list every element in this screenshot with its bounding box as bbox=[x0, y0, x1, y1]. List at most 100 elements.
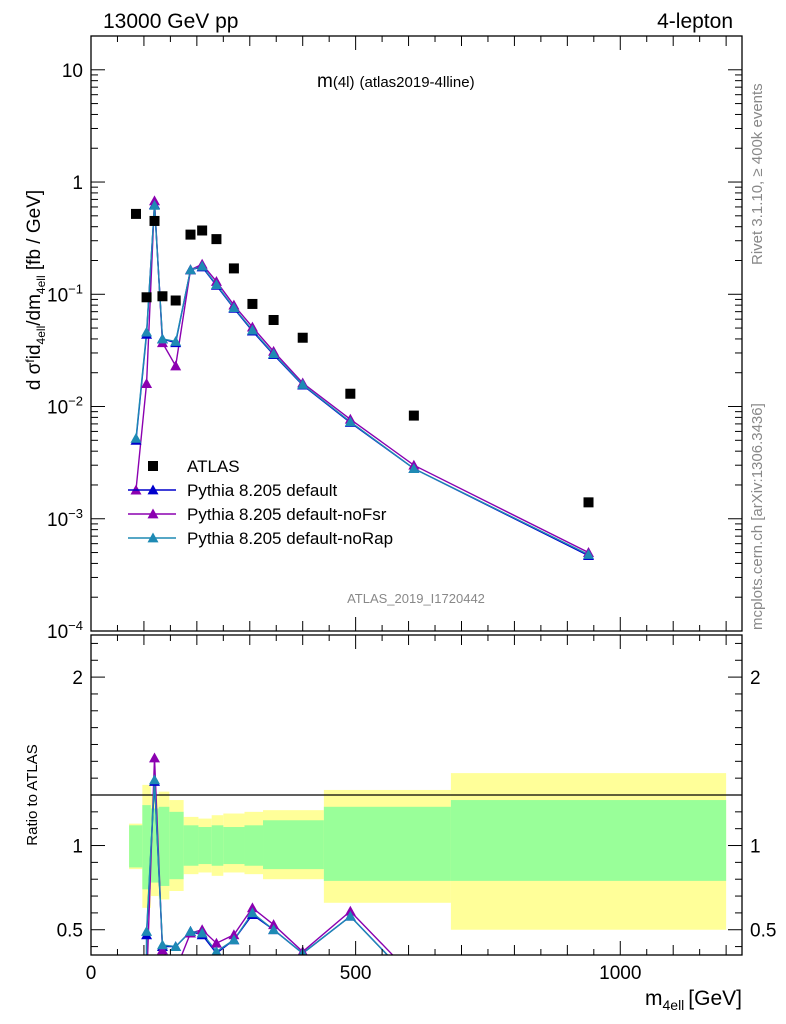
series-marker bbox=[149, 199, 161, 210]
x-tick-label: 500 bbox=[340, 963, 372, 984]
x-tick-label: 0 bbox=[86, 963, 97, 984]
legend-marker bbox=[147, 508, 159, 519]
data-point bbox=[268, 314, 279, 325]
data-point bbox=[141, 292, 152, 303]
series-line bbox=[135, 205, 589, 556]
ratio-series-marker bbox=[246, 902, 258, 913]
ratio-band-inner bbox=[223, 827, 245, 865]
y-tick-label: 10−2 bbox=[47, 394, 83, 419]
legend-label: ATLAS bbox=[187, 457, 240, 476]
ratio-band-inner bbox=[450, 800, 727, 881]
ratio-series-marker bbox=[344, 905, 356, 916]
ratio-band-inner bbox=[183, 825, 199, 866]
y-tick-label: 10−4 bbox=[47, 618, 83, 643]
ratio-series-marker bbox=[141, 925, 153, 936]
y-tick-label: 10−1 bbox=[47, 281, 83, 306]
data-point bbox=[149, 215, 160, 226]
series-marker bbox=[228, 302, 240, 313]
ratio-series-marker bbox=[246, 907, 258, 918]
x-axis-label: m4ell [GeV] bbox=[645, 987, 742, 1013]
series-marker bbox=[156, 333, 168, 344]
legend-label: Pythia 8.205 default bbox=[187, 481, 338, 500]
series-marker bbox=[408, 463, 420, 473]
ratio-series-marker bbox=[211, 946, 222, 955]
ratio-band-inner bbox=[198, 827, 212, 865]
ratio-band-inner bbox=[142, 805, 151, 890]
series-marker bbox=[344, 416, 356, 427]
ratio-y-tick-label-right: 2 bbox=[750, 668, 761, 689]
data-point bbox=[130, 208, 141, 219]
ratio-series-marker bbox=[228, 929, 240, 940]
ratio-y-tick-label-right: 0.5 bbox=[750, 921, 776, 942]
ratio-band-inner bbox=[263, 820, 324, 870]
series-marker bbox=[297, 379, 309, 389]
ratio-series-marker bbox=[149, 752, 161, 763]
ratio-series-marker bbox=[268, 924, 280, 935]
legend: ATLAS Pythia 8.205 default Pythia 8.205 de… bbox=[128, 457, 393, 548]
ratio-band-inner bbox=[323, 806, 451, 881]
ratio-series-marker bbox=[170, 965, 181, 975]
series-marker bbox=[268, 348, 280, 359]
ratio-series-marker bbox=[149, 774, 161, 785]
header-right: 4-lepton bbox=[657, 10, 733, 33]
ratio-band-inner bbox=[211, 825, 224, 866]
ratio-y-tick-label: 0.5 bbox=[57, 921, 83, 942]
ratio-uncertainty-bands bbox=[129, 773, 727, 930]
series-marker bbox=[246, 324, 258, 335]
data-point bbox=[297, 332, 308, 343]
series-marker bbox=[583, 549, 595, 559]
ratio-band-inner bbox=[158, 806, 170, 886]
series-marker bbox=[196, 260, 208, 271]
data-point bbox=[228, 263, 239, 274]
ratio-series-marker bbox=[268, 919, 280, 930]
series-marker bbox=[141, 326, 153, 337]
series-line bbox=[135, 204, 589, 557]
x-tick-label: 1000 bbox=[599, 963, 641, 984]
main-frame bbox=[90, 35, 743, 632]
analysis-watermark: ATLAS_2019_I1720442 bbox=[347, 591, 485, 606]
header-left: 13000 GeV pp bbox=[103, 10, 238, 33]
ratio-series-marker bbox=[196, 927, 208, 938]
legend-marker bbox=[148, 461, 158, 471]
data-point bbox=[345, 388, 356, 399]
main-plot-series bbox=[130, 195, 595, 560]
data-point bbox=[157, 291, 168, 302]
legend-marker bbox=[147, 484, 159, 495]
data-point bbox=[247, 298, 258, 309]
legend-marker bbox=[147, 532, 159, 543]
side-label-rivet: Rivet 3.1.10, ≥ 400k events bbox=[749, 83, 766, 265]
data-point bbox=[408, 410, 419, 421]
series-marker bbox=[141, 378, 153, 389]
data-point bbox=[185, 229, 196, 240]
side-label-mcplots: mcplots.cern.ch [arXiv:1306.3436] bbox=[749, 403, 766, 630]
ratio-series-marker bbox=[228, 934, 240, 945]
legend-label: Pythia 8.205 default-noRap bbox=[187, 529, 393, 548]
ratio-series-marker bbox=[156, 944, 168, 955]
ratio-y-tick-label: 1 bbox=[72, 837, 83, 858]
ratio-series-marker bbox=[170, 941, 182, 951]
series-marker bbox=[170, 360, 182, 371]
y-tick-label: 10 bbox=[62, 61, 83, 82]
ratio-plot-series bbox=[141, 752, 394, 990]
ratio-band-inner bbox=[244, 825, 264, 866]
ratio-series-marker bbox=[185, 925, 197, 936]
series-marker bbox=[170, 335, 182, 346]
ratio-y-tick-label-right: 1 bbox=[750, 837, 761, 858]
y-tick-label: 10−3 bbox=[47, 506, 83, 531]
axis-ticks: 10−4 10−3 10−2 10−1 1 10 0.5 0.5 1 1 2 2 0 500 1000 bbox=[47, 35, 776, 984]
ratio-series-marker bbox=[156, 939, 168, 950]
ratio-band-inner bbox=[129, 825, 143, 868]
plot-title: m(4l) (atlas2019-4lline) bbox=[317, 71, 475, 92]
data-point bbox=[170, 295, 181, 306]
ratio-series-marker bbox=[210, 937, 222, 948]
main-y-axis-label: d σfid4ell/dm4ell [fb / GeV] bbox=[23, 190, 48, 390]
data-point bbox=[583, 497, 594, 508]
legend-label: Pythia 8.205 default-noFsr bbox=[187, 505, 387, 524]
ratio-series-marker bbox=[141, 980, 152, 990]
series-marker bbox=[185, 264, 197, 275]
ratio-y-tick-label: 2 bbox=[72, 668, 83, 689]
series-marker bbox=[130, 432, 142, 443]
y-tick-label: 1 bbox=[72, 173, 83, 194]
ratio-y-axis-label: Ratio to ATLAS bbox=[24, 744, 41, 845]
